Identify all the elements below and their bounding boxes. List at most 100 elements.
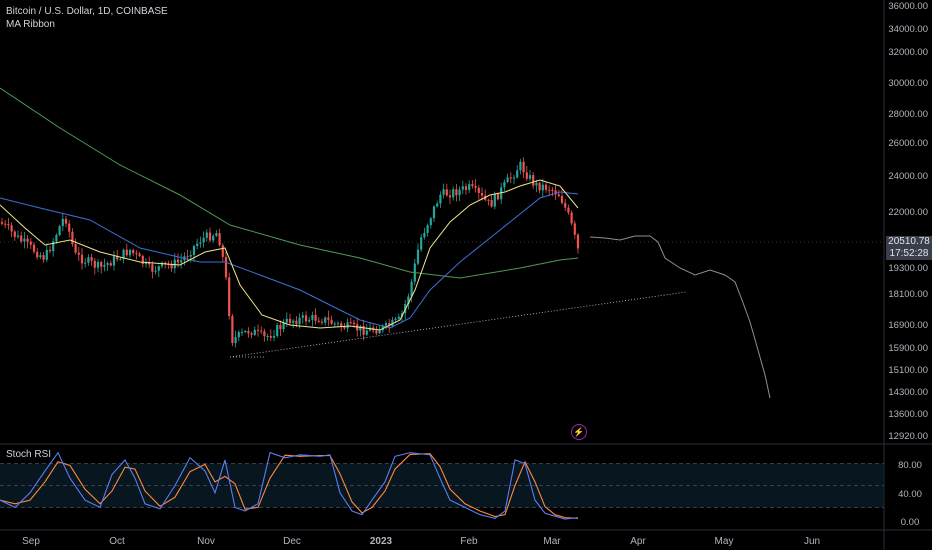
candle-body xyxy=(202,237,205,243)
price-scale-label: 24000.00 xyxy=(888,171,928,182)
candle-body xyxy=(519,161,522,171)
candle-body xyxy=(74,244,77,253)
price-scale-label: 19300.00 xyxy=(888,263,928,274)
candle-body xyxy=(304,315,308,322)
candle-body xyxy=(154,270,157,272)
price-scale-label: 26000.00 xyxy=(888,138,928,149)
candle-body xyxy=(119,259,122,261)
candle-body xyxy=(58,226,61,236)
candle-body xyxy=(394,318,397,320)
candle-body xyxy=(218,232,221,246)
candle-body xyxy=(199,242,202,244)
candle-body xyxy=(256,329,260,331)
candle-body xyxy=(282,322,285,330)
candle-body xyxy=(474,185,477,188)
candle-body xyxy=(516,170,519,178)
candle-body xyxy=(276,325,279,336)
candle-body xyxy=(176,259,180,263)
candle-body xyxy=(503,181,506,188)
time-axis-label: Feb xyxy=(460,536,478,547)
candle-body xyxy=(52,241,55,252)
candle-body xyxy=(496,193,500,200)
candle-body xyxy=(23,238,26,242)
candle-body xyxy=(173,259,176,269)
candle-body xyxy=(0,222,4,224)
candle-body xyxy=(544,184,548,190)
stoch-rsi-label[interactable]: Stoch RSI xyxy=(6,449,52,460)
candle-body xyxy=(84,262,87,264)
symbol-title[interactable]: Bitcoin / U.S. Dollar, 1D, COINBASE xyxy=(6,6,168,17)
candle-body xyxy=(170,264,173,269)
candle-body xyxy=(423,232,426,238)
ma-line-blue xyxy=(0,191,579,329)
candle-body xyxy=(234,337,237,344)
candle-body xyxy=(554,190,557,195)
candle-body xyxy=(429,218,432,226)
candle-body xyxy=(189,255,192,257)
candle-body xyxy=(272,335,276,338)
time-axis-label: Jun xyxy=(804,536,820,547)
candle-body xyxy=(109,263,112,266)
stoch-k-line xyxy=(0,451,579,520)
candle-body xyxy=(535,182,538,186)
candle-body xyxy=(48,249,52,252)
lightning-icon[interactable]: ⚡ xyxy=(571,424,587,440)
candle-body xyxy=(253,329,256,335)
candle-body xyxy=(36,251,39,258)
candle-body xyxy=(359,325,362,331)
candle-body xyxy=(375,330,378,334)
candle-body xyxy=(260,330,263,332)
price-scale-label: 15100.00 xyxy=(888,365,928,376)
candle-body xyxy=(93,260,96,268)
candle-body xyxy=(279,325,282,330)
candle-body xyxy=(336,323,340,325)
candle-body xyxy=(525,172,528,179)
candle-body xyxy=(436,203,439,207)
candle-body xyxy=(192,246,196,256)
candle-body xyxy=(71,231,74,245)
price-scale-label: 32000.00 xyxy=(888,47,928,58)
candle-body xyxy=(26,238,29,242)
candle-body xyxy=(324,317,327,323)
candle-body xyxy=(64,218,68,224)
candle-body xyxy=(378,330,381,334)
candle-body xyxy=(144,262,148,265)
candle-body xyxy=(538,182,541,191)
price-scale-label: 22000.00 xyxy=(888,207,928,218)
candle-body xyxy=(397,316,400,319)
price-scale-label: 34000.00 xyxy=(888,24,928,35)
price-scale-label: 13600.00 xyxy=(888,409,928,420)
candle-body xyxy=(509,177,512,179)
price-scale-label: 18100.00 xyxy=(888,289,928,300)
candle-body xyxy=(20,235,23,242)
candle-body xyxy=(557,194,560,197)
candle-body xyxy=(301,315,304,318)
current-price-tag: 20510.78 17:52:28 xyxy=(886,236,932,260)
candle-body xyxy=(128,249,132,256)
candle-body xyxy=(231,316,234,344)
candle-body xyxy=(458,189,461,196)
candle-body xyxy=(215,232,218,236)
candle-body xyxy=(327,317,330,320)
candle-body xyxy=(61,218,64,227)
candle-body xyxy=(439,194,442,204)
price-scale-label: 12920.00 xyxy=(888,431,928,442)
candle-body xyxy=(365,330,368,335)
candle-body xyxy=(244,330,247,332)
ma-ribbon-label[interactable]: MA Ribbon xyxy=(6,19,55,30)
time-axis-label: Sep xyxy=(22,536,40,547)
price-scale-label: 30000.00 xyxy=(888,78,928,89)
candle-body xyxy=(164,262,167,264)
candle-body xyxy=(522,161,525,173)
candle-body xyxy=(122,249,125,260)
candle-body xyxy=(55,235,58,242)
candle-body xyxy=(448,195,452,198)
candle-body xyxy=(10,225,13,232)
candle-body xyxy=(471,184,474,186)
candle-body xyxy=(410,281,413,297)
candle-body xyxy=(103,264,106,267)
stoch-legend: Stoch RSI xyxy=(6,448,51,461)
candle-body xyxy=(269,336,272,338)
time-axis-label: 2023 xyxy=(370,536,393,547)
